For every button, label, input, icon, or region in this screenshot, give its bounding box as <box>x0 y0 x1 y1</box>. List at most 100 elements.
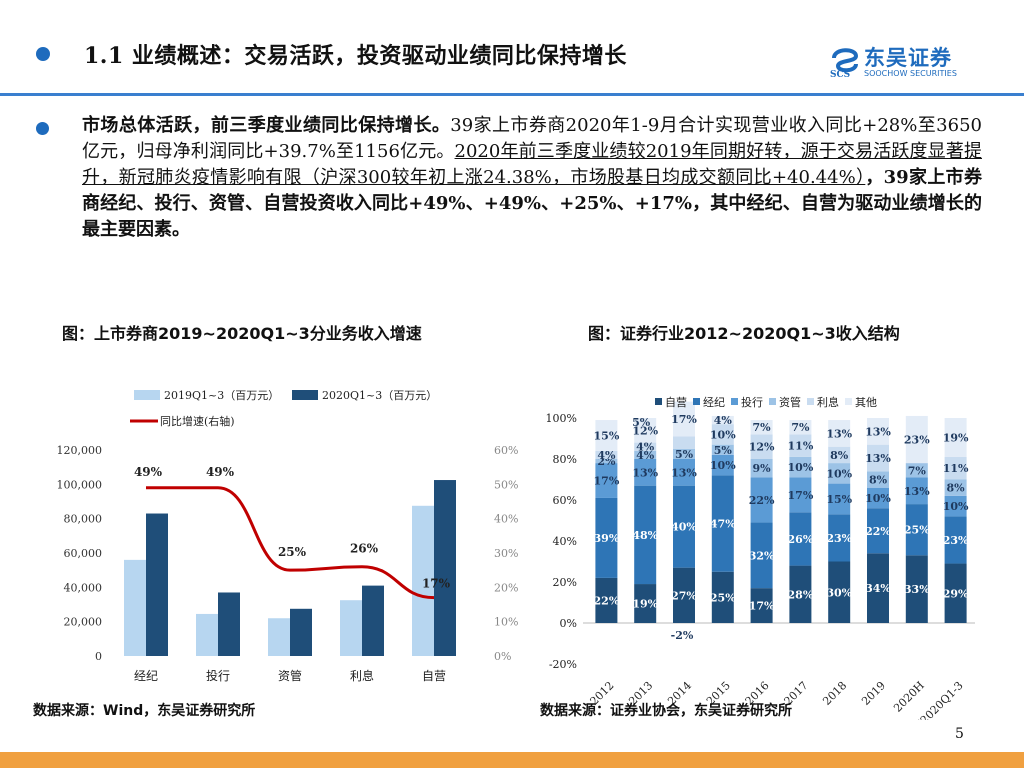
legend-label: 利息 <box>817 395 839 409</box>
segment-data-label: 7% <box>753 421 772 434</box>
stack-segment <box>595 577 618 623</box>
legend-label: 同比增速(右轴) <box>160 414 235 428</box>
segment-data-label: 11% <box>943 462 969 475</box>
segment-data-label: 15% <box>826 493 852 506</box>
segment-data-label: 12% <box>749 441 775 454</box>
segment-data-label: 10% <box>826 467 852 480</box>
stack-segment <box>828 463 851 484</box>
segment-data-label: 4% <box>636 441 655 454</box>
stack-segment <box>634 418 657 443</box>
stack-segment <box>789 434 812 457</box>
stack-segment <box>867 471 889 488</box>
legend-label: 自营 <box>665 395 687 409</box>
y2-tick-label: 10% <box>494 616 518 629</box>
segment-data-label: 7% <box>908 464 927 477</box>
logo-mark-icon: SCS <box>830 48 859 78</box>
stack-segment <box>595 450 618 459</box>
segment-data-label: 10% <box>865 492 891 505</box>
stack-segment <box>634 442 657 451</box>
stack-segment <box>944 479 967 496</box>
logo-text: 东吴证券 <box>864 46 952 70</box>
y-tick-label: 60,000 <box>64 547 103 560</box>
stack-segment <box>750 522 773 589</box>
stack-segment <box>595 420 618 451</box>
segment-data-label: 34% <box>865 582 891 595</box>
left-chart-source: 数据来源：Wind，东吴证券研究所 <box>33 703 256 719</box>
stack-segment <box>673 485 695 568</box>
y-tick-label: 120,000 <box>57 444 103 457</box>
stack-segment <box>750 588 773 623</box>
legend-swatch <box>655 398 662 405</box>
legend-label: 经纪 <box>703 396 725 409</box>
stack-segment <box>634 459 657 486</box>
growth-data-label: 49% <box>134 465 163 479</box>
stack-segment <box>673 436 695 449</box>
stack-segment <box>634 584 657 623</box>
segment-data-label: 23% <box>943 534 969 547</box>
segment-data-label: 25% <box>710 591 736 604</box>
stack-segment <box>944 563 967 623</box>
stack-segment <box>711 444 734 455</box>
segment-data-label: 5% <box>632 416 651 429</box>
stack-segment <box>711 454 734 476</box>
slide-title: 1.1 业绩概述：交易活跃，投资驱动业绩同比保持增长 <box>84 43 627 69</box>
legend-swatch <box>769 398 776 405</box>
segment-data-label: 13% <box>865 452 891 465</box>
segment-data-label: 17% <box>594 475 620 488</box>
segment-data-label: 11% <box>788 440 814 453</box>
segment-data-label: 7% <box>791 421 810 434</box>
bar <box>434 480 456 656</box>
footer-bar <box>0 752 1024 768</box>
legend-label: 2020Q1~3（百万元） <box>322 389 437 402</box>
stack-segment <box>634 485 657 585</box>
stack-segment <box>867 444 889 472</box>
y-tick-label: 100% <box>546 412 577 425</box>
bar <box>268 618 290 656</box>
stack-segment <box>673 401 695 437</box>
stack-segment <box>750 434 773 459</box>
segment-data-label: 39% <box>594 532 620 545</box>
y-tick-label: 20% <box>553 576 577 589</box>
x-tick-label: 投行 <box>206 668 230 683</box>
stack-segment <box>673 459 695 486</box>
y-tick-label: 80,000 <box>64 513 103 526</box>
stack-segment <box>944 495 967 517</box>
segment-data-label: 9% <box>753 462 772 475</box>
stack-segment <box>867 553 889 623</box>
y-tick-label: 80% <box>553 453 577 466</box>
segment-data-label: 10% <box>710 428 736 441</box>
bar <box>290 608 312 656</box>
segment-data-label: 22% <box>865 525 891 538</box>
company-logo: SCS 东吴证券 SOOCHOW SECURITIES <box>830 40 980 80</box>
segment-data-label: 5% <box>714 444 733 457</box>
x-tick-label: 自营 <box>422 669 446 683</box>
y-tick-label: -20% <box>549 658 577 671</box>
bar <box>412 505 434 656</box>
y2-tick-label: 20% <box>494 581 518 594</box>
bar <box>196 613 218 656</box>
segment-data-label: 8% <box>947 482 966 495</box>
y2-tick-label: 60% <box>494 444 518 457</box>
segment-data-label: 29% <box>943 587 969 600</box>
paragraph-bullet <box>36 122 49 135</box>
stack-segment <box>828 483 851 515</box>
stack-segment <box>595 459 618 464</box>
segment-data-label: 12% <box>632 424 658 437</box>
segment-data-label: 13% <box>904 485 930 498</box>
stack-segment <box>905 463 928 478</box>
paragraph-tail: ，39家上市券商经纪、投行、资管、自营投资收入同比+49%、+49%、+25%、… <box>82 167 982 240</box>
y-tick-label: 60% <box>553 494 577 507</box>
segment-data-label: 30% <box>826 586 852 599</box>
legend-label: 资管 <box>779 395 801 409</box>
left-chart-caption: 图：上市券商2019~2020Q1~3分业务收入增速 <box>62 324 422 343</box>
stack-segment <box>673 567 695 623</box>
business-growth-chart: 0 20,000 40,000 60,000 80,000 100,000 120,000 0… <box>57 389 519 683</box>
segment-data-label: 19% <box>943 431 969 444</box>
x-tick-label: 经纪 <box>134 669 158 683</box>
legend-swatch <box>693 398 700 405</box>
stack-segment <box>867 418 889 445</box>
stack-segment <box>944 418 967 457</box>
growth-data-label: 25% <box>278 545 307 559</box>
stack-segment <box>750 477 773 523</box>
segment-data-label: 28% <box>788 588 814 601</box>
